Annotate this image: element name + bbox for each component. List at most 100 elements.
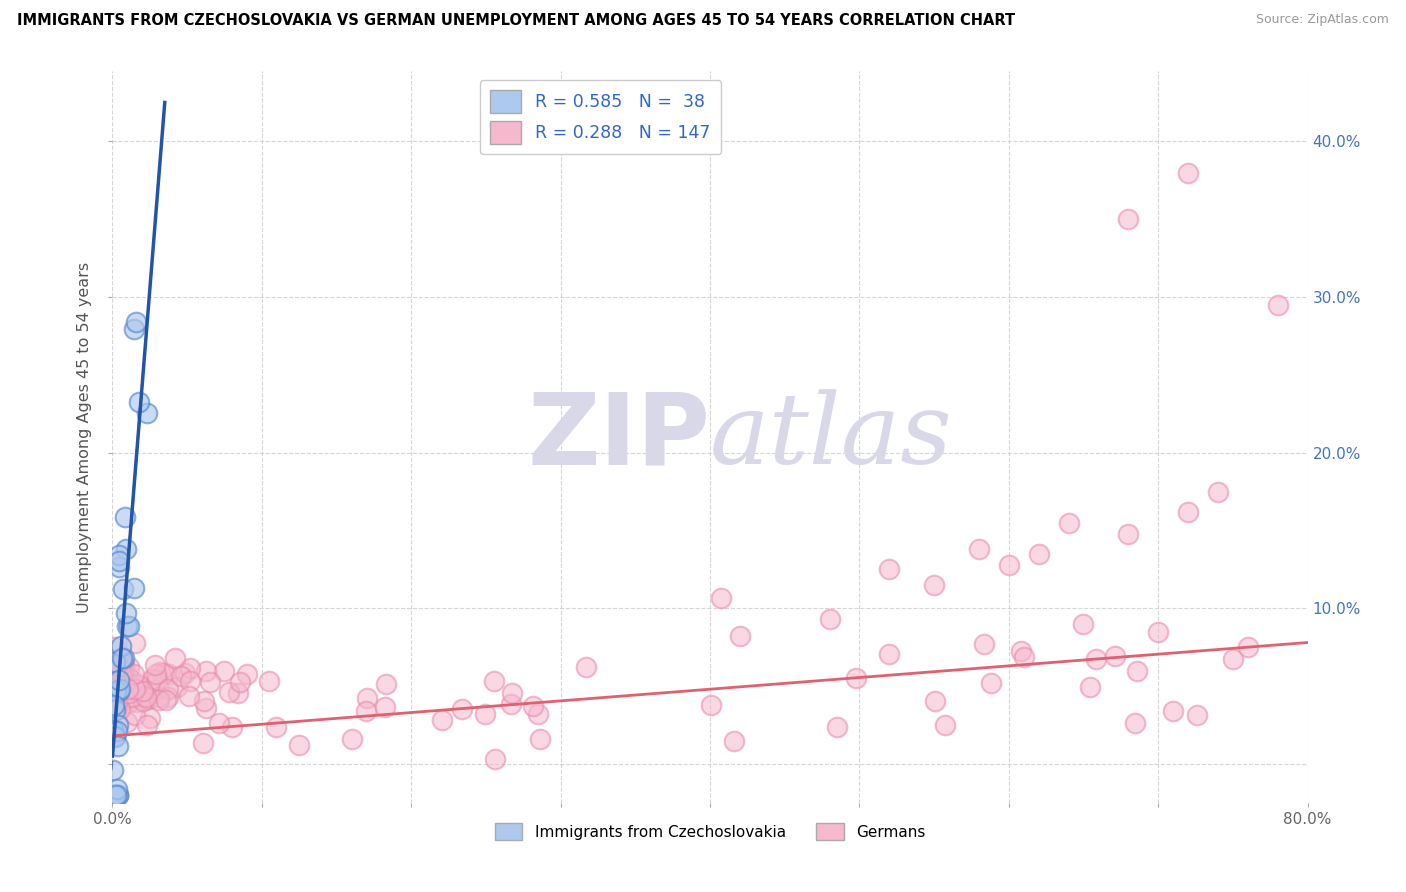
Point — [1104, 648, 1126, 663]
Point — [257, 673, 280, 688]
Point — [108, 681, 131, 696]
Point — [264, 720, 287, 734]
Point — [111, 657, 134, 671]
Point — [170, 669, 193, 683]
Point — [375, 677, 398, 691]
Point — [118, 680, 141, 694]
Point — [967, 542, 990, 557]
Point — [1237, 640, 1260, 655]
Text: Source: ZipAtlas.com: Source: ZipAtlas.com — [1256, 13, 1389, 27]
Point — [118, 660, 141, 674]
Point — [105, 696, 128, 710]
Point — [374, 700, 396, 714]
Point — [1084, 652, 1107, 666]
Point — [699, 698, 721, 712]
Point — [1161, 704, 1184, 718]
Point — [104, 729, 127, 743]
Point — [110, 666, 132, 681]
Point — [1057, 516, 1080, 530]
Point — [104, 684, 127, 698]
Point — [107, 657, 129, 671]
Point — [288, 738, 311, 752]
Point — [1177, 505, 1199, 519]
Point — [125, 315, 148, 329]
Point — [198, 675, 221, 690]
Point — [108, 560, 131, 574]
Point — [111, 655, 134, 669]
Point — [115, 619, 138, 633]
Point — [143, 658, 166, 673]
Point — [107, 718, 129, 732]
Point — [132, 693, 155, 707]
Point — [107, 683, 129, 698]
Point — [122, 322, 145, 336]
Point — [103, 788, 125, 802]
Point — [208, 715, 231, 730]
Point — [1177, 165, 1199, 179]
Point — [118, 619, 141, 633]
Point — [128, 686, 150, 700]
Point — [179, 674, 201, 689]
Point — [342, 731, 364, 746]
Point — [527, 706, 550, 721]
Point — [107, 788, 129, 802]
Point — [104, 685, 127, 699]
Point — [104, 653, 127, 667]
Point — [135, 406, 157, 420]
Point — [122, 667, 145, 681]
Point — [973, 637, 995, 651]
Point — [127, 677, 149, 691]
Point — [1012, 649, 1035, 664]
Point — [934, 718, 956, 732]
Point — [111, 582, 134, 596]
Point — [103, 763, 125, 777]
Point — [114, 510, 136, 524]
Point — [107, 684, 129, 698]
Point — [118, 686, 141, 700]
Point — [111, 665, 134, 680]
Point — [141, 672, 163, 686]
Point — [103, 731, 125, 745]
Point — [115, 714, 138, 729]
Text: IMMIGRANTS FROM CZECHOSLOVAKIA VS GERMAN UNEMPLOYMENT AMONG AGES 45 TO 54 YEARS : IMMIGRANTS FROM CZECHOSLOVAKIA VS GERMAN… — [17, 13, 1015, 29]
Point — [1222, 652, 1244, 666]
Point — [107, 554, 129, 568]
Point — [107, 657, 129, 672]
Point — [114, 665, 136, 679]
Point — [980, 675, 1002, 690]
Point — [228, 686, 250, 700]
Point — [104, 682, 127, 697]
Point — [1010, 644, 1032, 658]
Point — [111, 651, 134, 665]
Point — [139, 683, 162, 698]
Point — [1078, 680, 1101, 694]
Point — [1206, 484, 1229, 499]
Y-axis label: Unemployment Among Ages 45 to 54 years: Unemployment Among Ages 45 to 54 years — [77, 261, 93, 613]
Point — [112, 651, 135, 665]
Point — [107, 788, 129, 802]
Point — [212, 664, 235, 678]
Point — [103, 687, 125, 701]
Point — [103, 666, 125, 681]
Point — [922, 578, 945, 592]
Point — [1118, 212, 1140, 227]
Point — [157, 690, 180, 705]
Point — [103, 640, 125, 655]
Point — [103, 723, 125, 738]
Point — [194, 664, 217, 678]
Point — [128, 395, 150, 409]
Point — [156, 682, 179, 697]
Point — [114, 679, 136, 693]
Text: ZIP: ZIP — [527, 389, 710, 485]
Point — [125, 695, 148, 709]
Point — [149, 665, 172, 680]
Point — [104, 788, 127, 802]
Point — [143, 683, 166, 698]
Point — [575, 660, 598, 674]
Point — [165, 651, 187, 665]
Point — [998, 558, 1021, 572]
Point — [111, 667, 134, 681]
Point — [132, 689, 155, 703]
Point — [103, 689, 125, 703]
Point — [157, 667, 180, 681]
